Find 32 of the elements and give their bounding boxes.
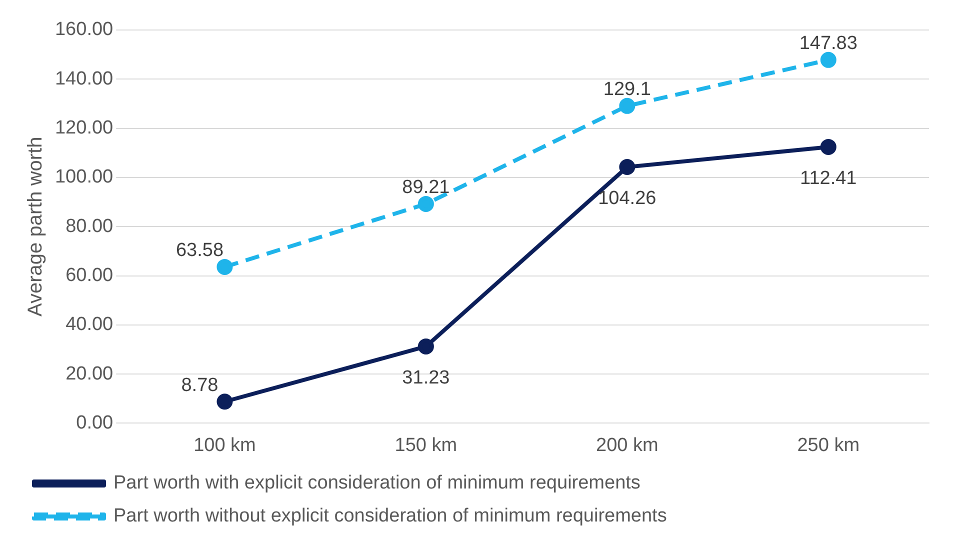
y-tick-label: 100.00 bbox=[54, 166, 114, 188]
data-label: 63.58 bbox=[176, 240, 224, 262]
point bbox=[820, 52, 836, 68]
y-tick-label: 40.00 bbox=[66, 314, 114, 336]
data-label: 112.41 bbox=[800, 168, 857, 190]
data-label: 104.26 bbox=[598, 188, 656, 210]
data-label: 129.1 bbox=[603, 79, 651, 100]
point bbox=[619, 158, 636, 175]
point bbox=[216, 258, 233, 275]
y-tick-label: 160.00 bbox=[54, 19, 114, 40]
point bbox=[216, 394, 233, 410]
point bbox=[619, 98, 636, 114]
x-tick-label: 250 km bbox=[797, 434, 860, 456]
data-label: 89.21 bbox=[402, 177, 450, 198]
y-tick-label: 60.00 bbox=[66, 264, 114, 286]
y-tick-label: 120.00 bbox=[54, 118, 114, 139]
y-tick-label: 80.00 bbox=[66, 216, 114, 237]
x-tick-label: 200 km bbox=[596, 434, 658, 456]
x-tick-label: 150 km bbox=[394, 434, 458, 456]
y-tick-label: 20.00 bbox=[66, 363, 114, 384]
y-axis-title: Average parth worth bbox=[24, 136, 47, 316]
legend-label: Part worth without explicit consideration of minimum requirements bbox=[114, 506, 667, 527]
point bbox=[820, 138, 836, 155]
legend-label: Part worth with explicit consideration of minimum requirements bbox=[114, 472, 640, 494]
data-label: 147.83 bbox=[799, 33, 858, 54]
x-tick-label: 100 km bbox=[194, 434, 256, 456]
y-tick-label: 0.00 bbox=[76, 412, 114, 434]
point bbox=[418, 338, 434, 354]
data-label: 8.78 bbox=[181, 374, 218, 396]
y-tick-label: 140.00 bbox=[54, 68, 114, 90]
data-label: 31.23 bbox=[402, 368, 450, 389]
point bbox=[418, 196, 434, 212]
